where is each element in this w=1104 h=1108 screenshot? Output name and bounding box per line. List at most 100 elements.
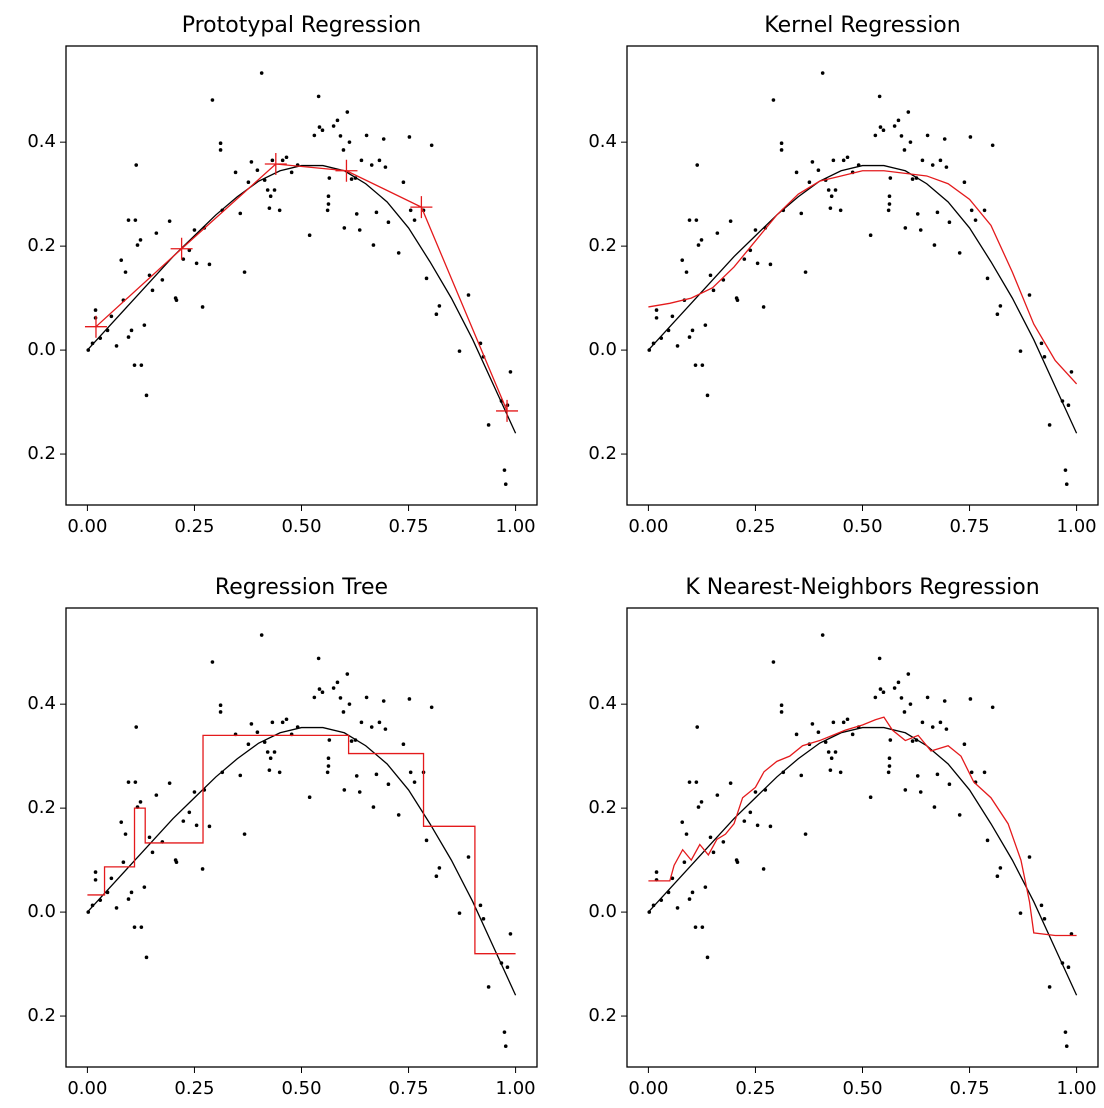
data-point bbox=[326, 194, 331, 199]
x-tick-label: 1.00 bbox=[1057, 1078, 1097, 1099]
data-point bbox=[242, 270, 247, 274]
data-point bbox=[810, 722, 815, 726]
data-point bbox=[383, 727, 388, 731]
data-point bbox=[139, 925, 144, 929]
data-point bbox=[481, 917, 486, 921]
curve bbox=[647, 726, 1078, 996]
data-point bbox=[896, 680, 901, 685]
data-point bbox=[466, 293, 471, 297]
data-point bbox=[437, 866, 442, 870]
data-point bbox=[167, 781, 172, 785]
data-point bbox=[753, 790, 758, 794]
data-point bbox=[1047, 423, 1052, 427]
data-point bbox=[466, 855, 471, 859]
data-point bbox=[700, 925, 705, 929]
data-point bbox=[1027, 293, 1032, 297]
data-point bbox=[1042, 355, 1047, 359]
data-point bbox=[424, 838, 429, 843]
data-point bbox=[126, 780, 131, 784]
data-point bbox=[126, 897, 131, 901]
data-point bbox=[270, 158, 275, 163]
data-point bbox=[700, 363, 705, 367]
data-point bbox=[1039, 903, 1044, 908]
data-point bbox=[407, 697, 412, 701]
data-point bbox=[187, 248, 192, 253]
x-tick-label: 0.75 bbox=[950, 1078, 990, 1099]
data-point bbox=[478, 903, 483, 908]
data-point bbox=[920, 720, 925, 725]
prototype-marker bbox=[264, 152, 287, 175]
data-point bbox=[705, 393, 710, 398]
data-point bbox=[755, 823, 760, 828]
curve bbox=[648, 716, 1077, 937]
data-point bbox=[687, 335, 692, 339]
data-point bbox=[109, 314, 114, 319]
data-point bbox=[670, 314, 675, 319]
y-tick-label: 0.0 bbox=[588, 901, 617, 922]
data-point bbox=[347, 140, 352, 144]
data-point bbox=[684, 270, 689, 274]
data-point bbox=[873, 133, 878, 138]
data-point bbox=[383, 165, 388, 169]
data-point bbox=[906, 110, 911, 114]
data-point bbox=[694, 780, 699, 784]
y-tick-label: 0.0 bbox=[27, 339, 56, 360]
data-point bbox=[320, 128, 325, 133]
data-point bbox=[150, 850, 155, 855]
data-point bbox=[138, 800, 143, 804]
data-point bbox=[1027, 855, 1032, 859]
data-point bbox=[259, 71, 264, 75]
data-point bbox=[307, 795, 312, 800]
data-point bbox=[233, 170, 238, 175]
data-point bbox=[167, 219, 172, 223]
data-point bbox=[902, 710, 907, 714]
y-tick-label: 0.2 bbox=[27, 797, 56, 818]
prototype-marker bbox=[84, 315, 107, 338]
data-point bbox=[457, 349, 462, 353]
data-point bbox=[680, 820, 685, 824]
data-point bbox=[341, 710, 346, 714]
data-point bbox=[690, 328, 695, 333]
data-point bbox=[200, 305, 205, 309]
data-point bbox=[268, 194, 273, 199]
data-point bbox=[174, 860, 179, 864]
curve bbox=[95, 163, 508, 412]
data-point bbox=[147, 273, 152, 278]
data-point bbox=[133, 218, 138, 222]
data-point bbox=[742, 819, 747, 823]
data-point bbox=[437, 304, 442, 308]
data-point bbox=[139, 363, 144, 367]
data-point bbox=[850, 732, 855, 737]
data-point bbox=[829, 194, 834, 199]
data-point bbox=[761, 867, 766, 871]
data-point bbox=[396, 813, 401, 817]
data-point bbox=[369, 725, 374, 729]
data-point bbox=[277, 208, 282, 213]
data-point bbox=[908, 702, 913, 706]
data-point bbox=[816, 730, 821, 735]
data-point bbox=[887, 756, 892, 761]
data-point bbox=[696, 805, 701, 809]
data-point bbox=[325, 770, 330, 775]
data-point bbox=[109, 876, 114, 881]
data-point bbox=[892, 124, 897, 128]
y-tick-label: 0.2 bbox=[27, 235, 56, 256]
data-point bbox=[703, 885, 708, 889]
data-point bbox=[695, 725, 700, 729]
data-point bbox=[779, 141, 784, 146]
data-point bbox=[401, 180, 406, 184]
data-point bbox=[708, 835, 713, 840]
data-point bbox=[962, 742, 967, 746]
data-point bbox=[868, 233, 873, 238]
data-point bbox=[680, 258, 685, 262]
data-point bbox=[249, 722, 254, 726]
data-point bbox=[845, 717, 850, 722]
data-point bbox=[868, 795, 873, 800]
subplot-title: Prototypal Regression bbox=[182, 13, 422, 38]
data-point bbox=[210, 660, 215, 664]
x-tick-label: 0.50 bbox=[842, 516, 882, 537]
data-point bbox=[990, 705, 995, 710]
data-point bbox=[268, 756, 273, 761]
x-tick-label: 1.00 bbox=[496, 516, 536, 537]
data-point bbox=[803, 832, 808, 836]
